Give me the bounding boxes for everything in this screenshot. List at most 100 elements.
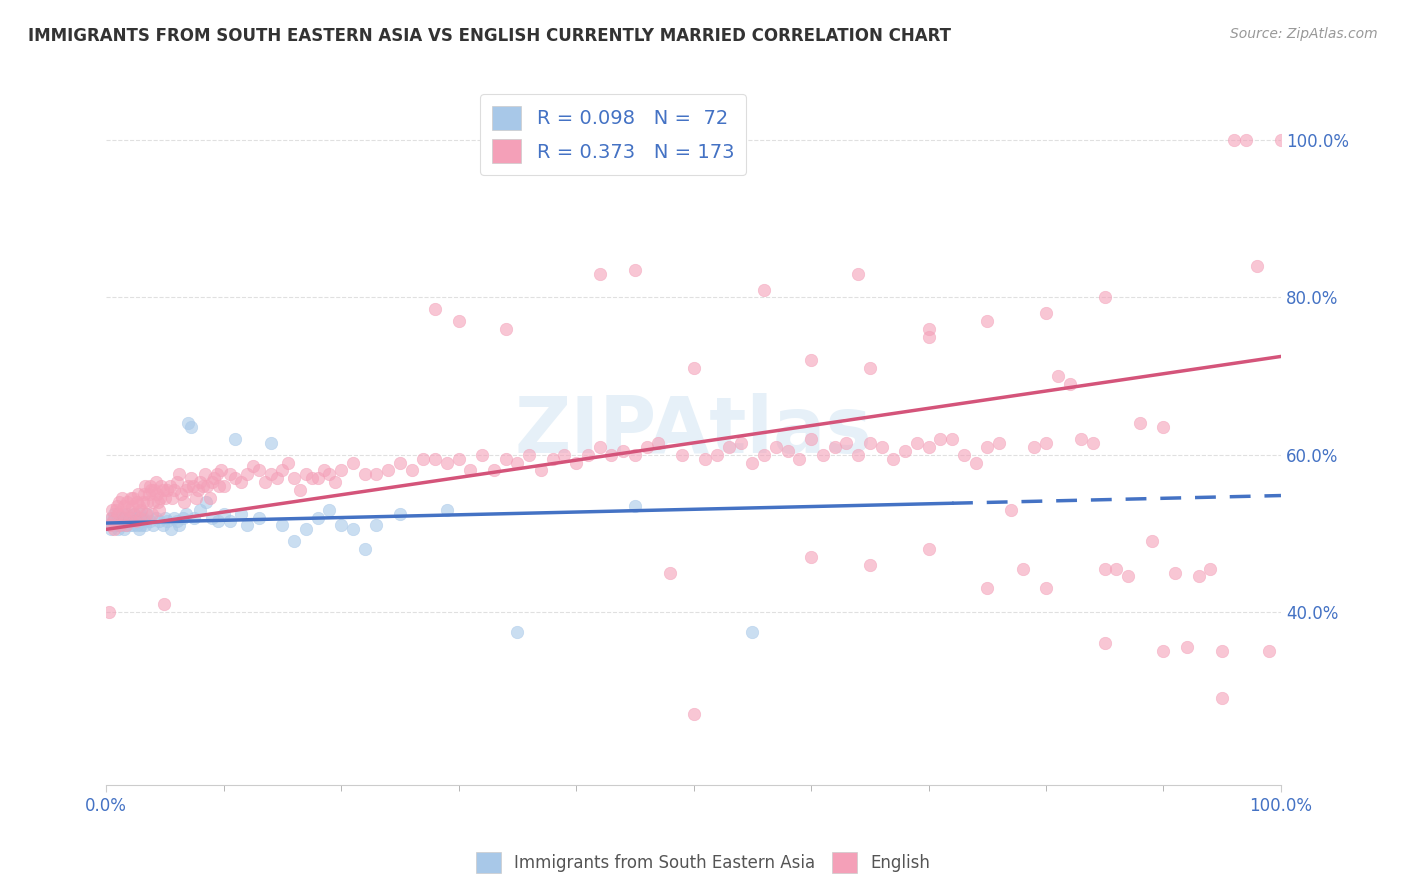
Point	[115, 518, 138, 533]
Point	[129, 510, 152, 524]
Point	[131, 495, 153, 509]
Point	[1011, 561, 1033, 575]
Point	[170, 487, 193, 501]
Point	[180, 471, 202, 485]
Point	[741, 624, 763, 639]
Point	[870, 440, 893, 454]
Point	[103, 515, 125, 529]
Point	[600, 448, 623, 462]
Point	[1175, 640, 1198, 655]
Point	[131, 510, 153, 524]
Point	[236, 467, 259, 482]
Point	[120, 510, 142, 524]
Point	[153, 491, 176, 505]
Point	[789, 451, 811, 466]
Point	[253, 475, 276, 490]
Point	[127, 510, 149, 524]
Point	[101, 510, 124, 524]
Point	[121, 499, 143, 513]
Point	[156, 483, 179, 497]
Point	[138, 479, 160, 493]
Point	[624, 263, 647, 277]
Point	[717, 440, 740, 454]
Point	[1081, 436, 1104, 450]
Point	[153, 510, 176, 524]
Point	[1035, 436, 1057, 450]
Point	[312, 463, 335, 477]
Point	[177, 479, 200, 493]
Point	[1129, 416, 1152, 430]
Point	[706, 448, 728, 462]
Point	[111, 518, 134, 533]
Point	[104, 518, 127, 533]
Point	[107, 522, 129, 536]
Point	[198, 491, 221, 505]
Point	[131, 502, 153, 516]
Point	[295, 522, 318, 536]
Point	[752, 283, 775, 297]
Point	[495, 451, 517, 466]
Point	[659, 566, 682, 580]
Point	[894, 443, 917, 458]
Point	[917, 541, 939, 556]
Point	[301, 471, 323, 485]
Point	[148, 515, 170, 529]
Point	[143, 483, 166, 497]
Point	[212, 507, 235, 521]
Point	[1024, 440, 1046, 454]
Point	[318, 502, 340, 516]
Point	[152, 483, 174, 497]
Point	[1164, 566, 1187, 580]
Point	[166, 475, 188, 490]
Point	[103, 515, 125, 529]
Point	[242, 459, 264, 474]
Point	[124, 507, 146, 521]
Point	[139, 483, 162, 497]
Point	[115, 518, 138, 533]
Point	[247, 510, 270, 524]
Point	[117, 507, 139, 521]
Point	[149, 491, 172, 505]
Point	[231, 507, 253, 521]
Point	[800, 549, 823, 564]
Point	[156, 515, 179, 529]
Point	[136, 495, 159, 509]
Point	[647, 436, 669, 450]
Point	[125, 495, 148, 509]
Point	[173, 495, 195, 509]
Point	[224, 471, 246, 485]
Point	[330, 463, 353, 477]
Point	[636, 440, 658, 454]
Point	[98, 518, 121, 533]
Point	[132, 487, 155, 501]
Point	[1094, 636, 1116, 650]
Point	[117, 495, 139, 509]
Point	[114, 515, 136, 529]
Point	[134, 518, 156, 533]
Point	[110, 518, 132, 533]
Point	[195, 479, 218, 493]
Point	[124, 515, 146, 529]
Point	[128, 499, 150, 513]
Point	[1046, 369, 1069, 384]
Point	[388, 456, 411, 470]
Point	[330, 518, 353, 533]
Point	[436, 502, 458, 516]
Point	[917, 322, 939, 336]
Point	[163, 483, 186, 497]
Point	[201, 510, 224, 524]
Point	[741, 456, 763, 470]
Point	[824, 440, 846, 454]
Point	[117, 502, 139, 516]
Point	[247, 463, 270, 477]
Point	[271, 518, 294, 533]
Point	[122, 518, 145, 533]
Point	[181, 479, 204, 493]
Point	[166, 515, 188, 529]
Point	[1035, 306, 1057, 320]
Point	[495, 322, 517, 336]
Point	[100, 522, 122, 536]
Point	[436, 456, 458, 470]
Point	[1211, 691, 1233, 706]
Point	[859, 361, 882, 376]
